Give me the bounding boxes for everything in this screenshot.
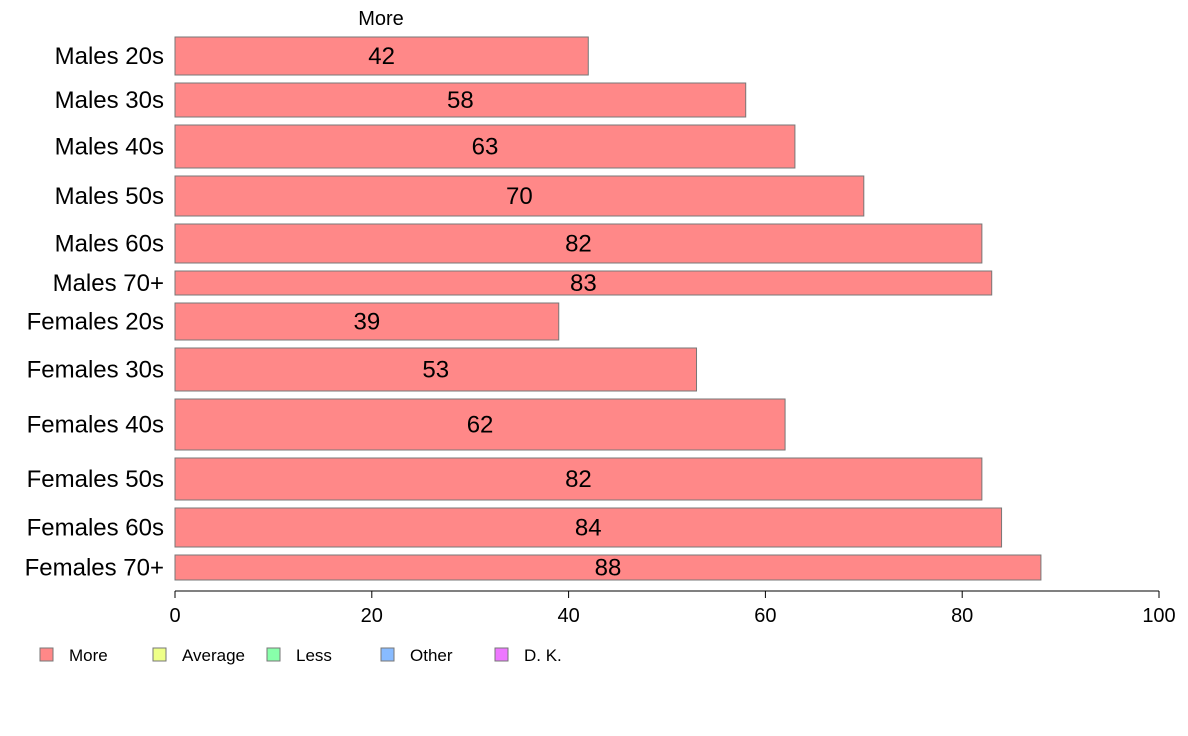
x-axis: 0 20 40 60 80 100 bbox=[169, 590, 1176, 627]
category-label: Females 50s bbox=[27, 466, 164, 493]
value-labels: 42 58 63 70 82 83 39 53 62 82 84 88 bbox=[354, 43, 622, 582]
category-label: Females 40s bbox=[27, 412, 164, 439]
bar bbox=[174, 398, 786, 451]
legend-swatch bbox=[266, 647, 281, 662]
bar bbox=[174, 124, 796, 169]
legend-swatch bbox=[39, 647, 54, 662]
legend-label: D. K. bbox=[524, 646, 562, 665]
x-tick-label: 40 bbox=[557, 605, 579, 627]
category-label: Females 70+ bbox=[25, 555, 164, 582]
value-label: 84 bbox=[575, 515, 602, 542]
legend: More Average Less Other D. K. bbox=[39, 646, 562, 665]
category-label: Females 60s bbox=[27, 515, 164, 542]
category-label: Males 20s bbox=[55, 43, 164, 70]
bar bbox=[174, 302, 560, 341]
category-label: Females 30s bbox=[27, 357, 164, 384]
bar bbox=[174, 175, 865, 217]
legend-swatch bbox=[494, 647, 509, 662]
category-labels: Males 20s Males 30s Males 40s Males 50s Male… bbox=[25, 43, 164, 582]
bar bbox=[174, 457, 983, 501]
bar bbox=[174, 36, 589, 76]
category-label: Males 70+ bbox=[53, 270, 164, 297]
x-tick-label: 60 bbox=[754, 605, 776, 627]
legend-label: Less bbox=[296, 646, 332, 665]
value-label: 88 bbox=[595, 555, 622, 582]
value-label: 63 bbox=[472, 134, 499, 161]
legend-label: Average bbox=[182, 646, 245, 665]
category-label: Males 40s bbox=[55, 134, 164, 161]
value-label: 42 bbox=[368, 43, 395, 70]
legend-swatch bbox=[152, 647, 167, 662]
legend-label: More bbox=[69, 646, 108, 665]
value-label: 53 bbox=[422, 357, 449, 384]
x-tick-label: 20 bbox=[361, 605, 383, 627]
value-label: 58 bbox=[447, 87, 474, 114]
category-label: Males 60s bbox=[55, 231, 164, 258]
bar bbox=[174, 223, 983, 264]
value-label: 62 bbox=[467, 412, 494, 439]
value-label: 39 bbox=[354, 309, 381, 336]
x-tick-label: 0 bbox=[169, 605, 180, 627]
category-label: Males 50s bbox=[55, 183, 164, 210]
bar bbox=[174, 554, 1042, 581]
bar bbox=[174, 507, 1003, 548]
x-tick-label: 80 bbox=[951, 605, 973, 627]
x-tick-label: 100 bbox=[1142, 605, 1175, 627]
series-title: More bbox=[358, 8, 404, 30]
bar bbox=[174, 82, 747, 118]
category-label: Males 30s bbox=[55, 87, 164, 114]
category-label: Females 20s bbox=[27, 309, 164, 336]
value-label: 70 bbox=[506, 183, 533, 210]
value-label: 82 bbox=[565, 231, 592, 258]
value-label: 83 bbox=[570, 270, 597, 297]
value-label: 82 bbox=[565, 466, 592, 493]
bar bbox=[174, 347, 698, 392]
bars-group bbox=[174, 36, 1042, 581]
bar bbox=[174, 270, 993, 296]
legend-swatch bbox=[380, 647, 395, 662]
legend-label: Other bbox=[410, 646, 453, 665]
